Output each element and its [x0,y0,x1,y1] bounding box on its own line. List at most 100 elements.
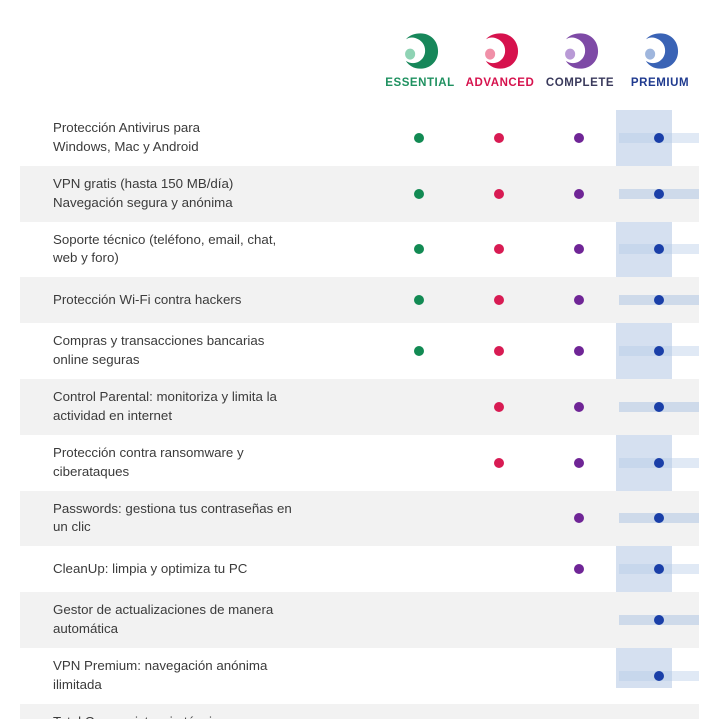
feature-excluded-placeholder [414,458,424,468]
feature-marks [379,615,699,626]
feature-marks [379,513,699,524]
mark-cell-premium [619,401,699,412]
mark-cell-advanced [459,188,539,199]
mark-cell-complete [539,671,619,681]
mark-cell-complete [539,401,619,412]
mark-cell-advanced [459,564,539,574]
mark-cell-advanced [459,513,539,523]
feature-excluded-placeholder [414,564,424,574]
mark-cell-essential [379,615,459,625]
mark-cell-complete [539,295,619,306]
feature-label: VPN Premium: navegación anónima ilimitada [20,648,379,704]
feature-included-dot-icon [574,401,584,412]
essential-logo-icon [401,32,439,70]
feature-label-line: Total Care: asistencia técnica [53,713,365,719]
feature-label: VPN gratis (hasta 150 MB/día) Navegación … [20,166,379,222]
feature-marks [379,401,699,412]
table-row: Total Care: asistencia técnicaPremium 24… [20,703,699,719]
mark-cell-essential [379,564,459,574]
feature-label-line: Navegación segura y anónima [53,194,233,210]
feature-included-dot-icon [654,670,664,681]
mark-cell-advanced [459,671,539,681]
feature-included-dot-icon [494,295,504,306]
plan-column-complete[interactable]: COMPLETE [540,32,620,110]
feature-label: Control Parental: monitoriza y limita la… [20,379,379,435]
mark-cell-premium [619,295,699,306]
feature-included-dot-icon [414,346,424,357]
mark-cell-premium [619,346,699,357]
mark-cell-premium [619,457,699,468]
feature-included-dot-icon [654,295,664,306]
feature-included-dot-icon [654,244,664,255]
feature-label-line: Protección Wi-Fi contra hackers [53,291,242,307]
feature-included-dot-icon [494,346,504,357]
feature-included-dot-icon [654,401,664,412]
mark-cell-essential [379,458,459,468]
feature-included-dot-icon [574,295,584,306]
plan-column-essential[interactable]: ESSENTIAL [380,32,460,110]
table-row: Protección Antivirus para Windows, Mac y … [20,110,699,166]
mark-cell-advanced [459,346,539,357]
mark-cell-complete [539,513,619,524]
feature-label-line: Windows, Mac y Android [53,138,199,154]
plan-column-premium[interactable]: PREMIUM [620,32,700,110]
feature-marks [379,564,699,575]
feature-included-dot-icon [654,346,664,357]
feature-included-dot-icon [654,564,664,575]
feature-label: CleanUp: limpia y optimiza tu PC [20,551,379,588]
feature-label-line: Protección Antivirus para [53,120,201,135]
mark-cell-essential [379,346,459,357]
feature-included-dot-icon [414,244,424,255]
feature-label-line: online seguras [53,352,140,368]
table-row: CleanUp: limpia y optimiza tu PC [20,546,699,592]
mark-cell-premium [619,132,699,143]
feature-label-line: Compras y transacciones bancarias [53,333,265,349]
mark-cell-premium [619,564,699,575]
feature-included-dot-icon [414,295,424,306]
advanced-logo-icon [481,32,519,70]
feature-excluded-placeholder [414,513,424,523]
feature-label-line: ilimitada [53,676,102,692]
feature-label-line: un clic [53,519,91,535]
table-row: Protección Wi-Fi contra hackers [20,277,699,324]
feature-included-dot-icon [494,401,504,412]
mark-cell-essential [379,132,459,143]
table-row: VPN gratis (hasta 150 MB/día) Navegación … [20,165,699,222]
feature-table-body: Protección Antivirus para Windows, Mac y … [20,110,699,719]
feature-included-dot-icon [414,132,424,143]
plan-column-advanced[interactable]: ADVANCED [460,32,540,110]
table-row: Gestor de actualizaciones de manera autom… [20,592,699,648]
mark-cell-premium [619,615,699,626]
feature-included-dot-icon [654,457,664,468]
mark-cell-essential [379,402,459,412]
plan-label-premium: PREMIUM [630,77,690,89]
feature-label-line: actividad en internet [53,407,173,423]
feature-label: Total Care: asistencia técnicaPremium 24… [20,704,379,719]
mark-cell-advanced [459,457,539,468]
feature-excluded-placeholder [494,615,504,625]
feature-excluded-placeholder [414,671,424,681]
feature-included-dot-icon [654,513,664,524]
plan-header-row: ESSENTIAL ADVANCED COMPLETE PREMIUM [380,32,700,110]
feature-included-dot-icon [494,244,504,255]
feature-label: Gestor de actualizaciones de manera autom… [20,592,379,648]
mark-cell-complete [539,615,619,625]
feature-label-line: VPN gratis (hasta 150 MB/día) [53,175,234,191]
plan-label-advanced: ADVANCED [465,77,535,89]
feature-included-dot-icon [414,188,424,199]
plan-label-essential: ESSENTIAL [385,77,455,89]
feature-included-dot-icon [574,564,584,575]
table-row: Soporte técnico (teléfono, email, chat, w… [20,222,699,278]
feature-label-line: ciberataques [53,463,130,479]
mark-cell-essential [379,513,459,523]
feature-label-line: Passwords: gestiona tus contraseñas en [53,500,292,516]
mark-cell-advanced [459,401,539,412]
mark-cell-advanced [459,295,539,306]
mark-cell-premium [619,513,699,524]
mark-cell-essential [379,295,459,306]
feature-included-dot-icon [654,615,664,626]
feature-label: Protección Wi-Fi contra hackers [20,282,379,319]
feature-label-line: web y foro) [53,250,119,266]
feature-label: Protección Antivirus para Windows, Mac y … [20,110,379,166]
feature-excluded-placeholder [414,615,424,625]
